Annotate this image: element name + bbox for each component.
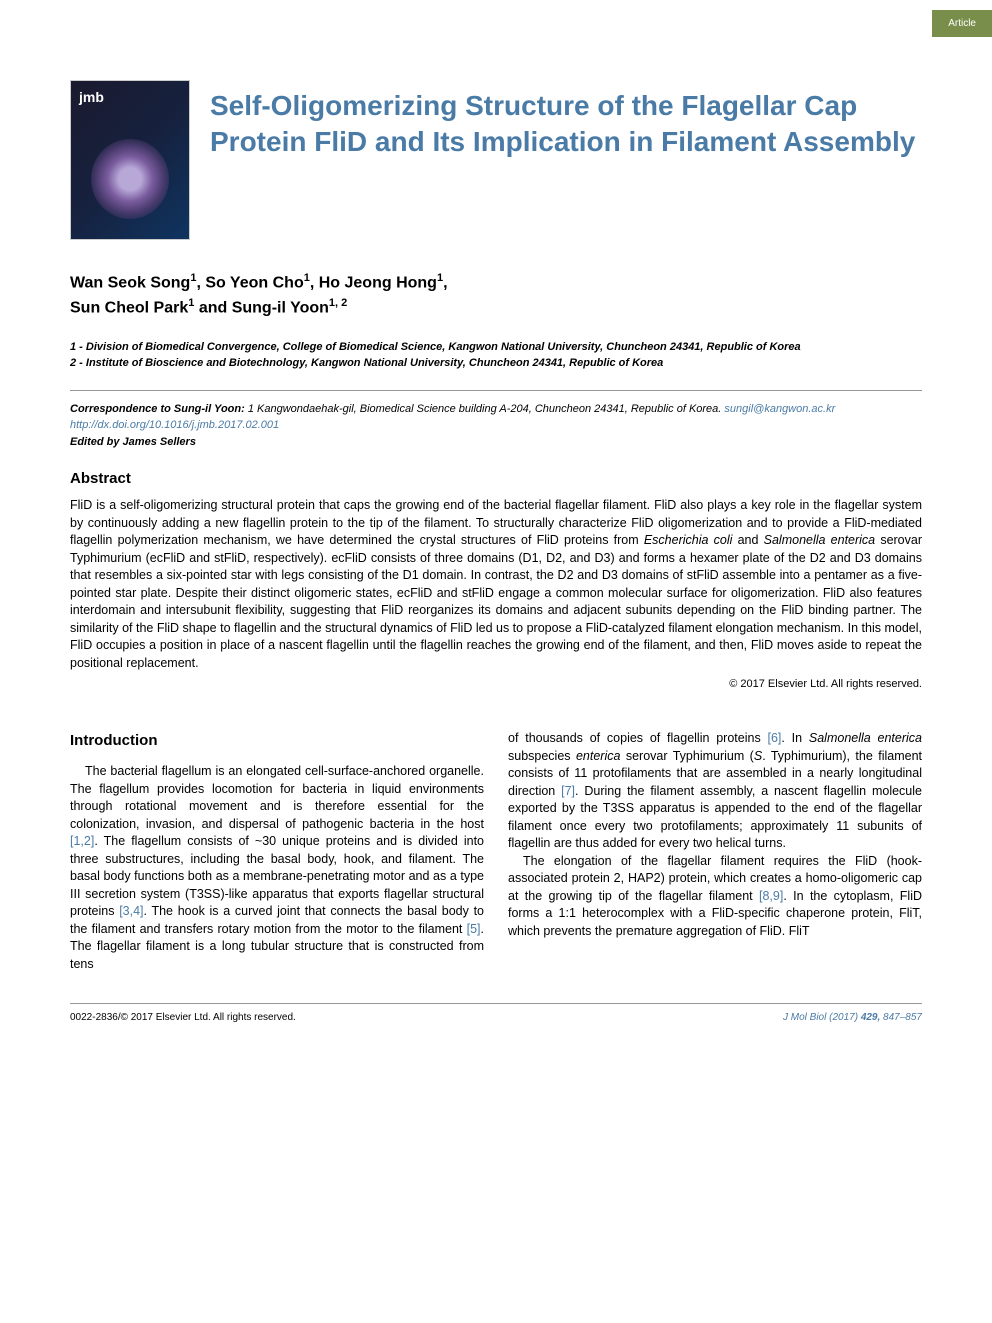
ref-link-6[interactable]: [6] xyxy=(768,731,782,745)
affil-1-prefix: 1 - xyxy=(70,341,86,353)
correspondence-email[interactable]: sungil@kangwon.ac.kr xyxy=(724,403,835,415)
author-3-pre: , Ho Jeong Hong xyxy=(310,274,437,291)
col2-i3: S xyxy=(754,749,762,763)
abstract-text-1b: and xyxy=(732,533,763,547)
author-4: Sun Cheol Park xyxy=(70,300,188,317)
article-title: Self-Oligomerizing Structure of the Flag… xyxy=(210,80,922,240)
editor-line: Edited by James Sellers xyxy=(70,436,196,448)
abstract-italic-1: Escherichia coli xyxy=(644,533,733,547)
body-columns: Introduction The bacterial flagellum is … xyxy=(70,730,922,973)
ref-link-8-9[interactable]: [8,9] xyxy=(759,889,783,903)
affil-1: Division of Biomedical Convergence, Coll… xyxy=(86,341,801,353)
col2-i1: Salmonella enterica xyxy=(809,731,922,745)
journal-cover-image xyxy=(70,80,190,240)
col2-t1d: serovar Typhimurium ( xyxy=(620,749,753,763)
author-1: Wan Seok Song xyxy=(70,274,190,291)
doi-link[interactable]: http://dx.doi.org/10.1016/j.jmb.2017.02.… xyxy=(70,419,279,431)
col2-i2: enterica xyxy=(576,749,620,763)
footer-vol: 429, xyxy=(861,1012,880,1023)
footer-pages: 847–857 xyxy=(880,1012,922,1023)
author-3-comma: , xyxy=(443,274,447,291)
affil-2-prefix: 2 - xyxy=(70,357,86,369)
abstract-paragraph: FliD is a self-oligomerizing structural … xyxy=(70,497,922,672)
affiliations: 1 - Division of Biomedical Convergence, … xyxy=(70,339,922,372)
author-5-sup: 1, 2 xyxy=(329,297,347,309)
footer-year: (2017) xyxy=(826,1012,860,1023)
ref-link-1-2[interactable]: [1,2] xyxy=(70,834,94,848)
column-right: of thousands of copies of flagellin prot… xyxy=(508,730,922,973)
footer-left: 0022-2836/© 2017 Elsevier Ltd. All right… xyxy=(70,1012,296,1023)
author-5-pre: and Sung-il Yoon xyxy=(194,300,329,317)
col2-t1b: . In xyxy=(781,731,808,745)
header-row: Self-Oligomerizing Structure of the Flag… xyxy=(70,80,922,240)
affil-2: Institute of Bioscience and Biotechnolog… xyxy=(86,357,663,369)
article-tab: Article xyxy=(932,10,992,37)
col2-t1c: subspecies xyxy=(508,749,576,763)
abstract-heading: Abstract xyxy=(70,470,922,487)
intro-para-1: The bacterial flagellum is an elongated … xyxy=(70,763,484,973)
abstract-italic-2: Salmonella enterica xyxy=(764,533,876,547)
footer-journal: J Mol Biol xyxy=(783,1012,826,1023)
introduction-heading: Introduction xyxy=(70,730,484,751)
abstract-text-1c: serovar Typhimurium (ecFliD and stFliD, … xyxy=(70,533,922,670)
page-footer: 0022-2836/© 2017 Elsevier Ltd. All right… xyxy=(70,1003,922,1023)
ref-link-5[interactable]: [5] xyxy=(467,922,481,936)
correspondence-block: Correspondence to Sung-il Yoon: 1 Kangwo… xyxy=(70,390,922,451)
ref-link-3-4[interactable]: [3,4] xyxy=(119,904,143,918)
column-left: Introduction The bacterial flagellum is … xyxy=(70,730,484,973)
page-content: Self-Oligomerizing Structure of the Flag… xyxy=(0,0,992,1063)
authors-list: Wan Seok Song1, So Yeon Cho1, Ho Jeong H… xyxy=(70,270,922,321)
col2-para-2: The elongation of the flagellar filament… xyxy=(508,853,922,941)
copyright-line: © 2017 Elsevier Ltd. All rights reserved… xyxy=(70,678,922,690)
col2-para-1: of thousands of copies of flagellin prot… xyxy=(508,730,922,853)
col1-t1a: The bacterial flagellum is an elongated … xyxy=(70,764,484,831)
correspondence-text: 1 Kangwondaehak-gil, Biomedical Science … xyxy=(245,403,725,415)
col2-t1a: of thousands of copies of flagellin prot… xyxy=(508,731,768,745)
correspondence-label: Correspondence to Sung-il Yoon: xyxy=(70,403,245,415)
author-2-pre: , So Yeon Cho xyxy=(196,274,303,291)
ref-link-7[interactable]: [7] xyxy=(561,784,575,798)
footer-right: J Mol Biol (2017) 429, 847–857 xyxy=(783,1012,922,1023)
